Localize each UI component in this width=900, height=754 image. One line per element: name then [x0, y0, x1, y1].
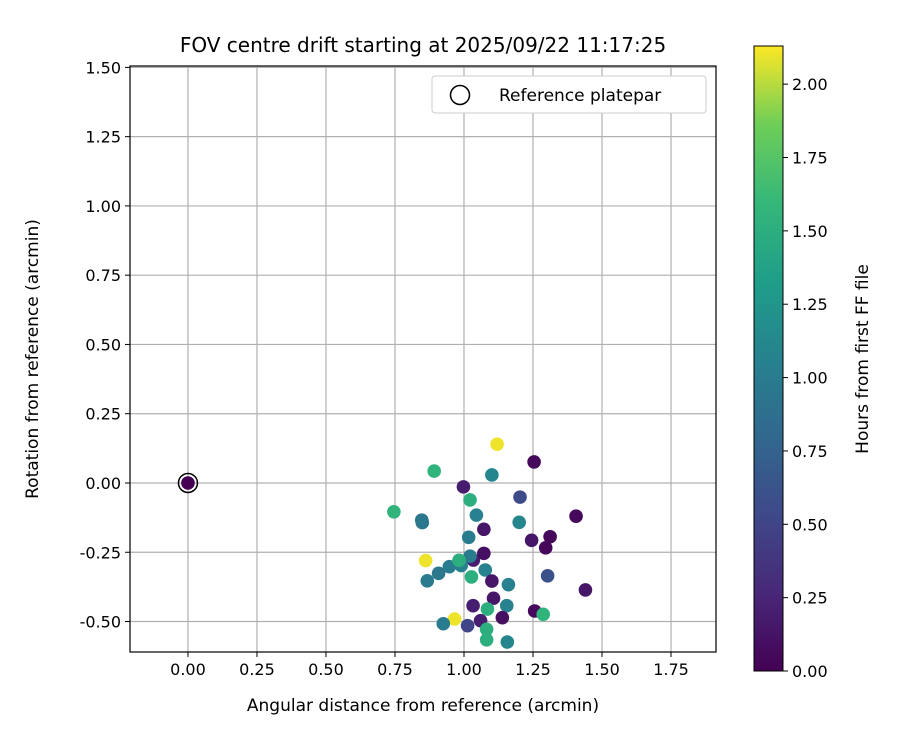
x-tick-label: 0.00: [170, 660, 206, 679]
data-point: [527, 455, 541, 469]
y-tick-label: -0.50: [80, 613, 121, 632]
legend-box: [431, 75, 707, 114]
colorbar-tick-label: 1.25: [792, 295, 828, 314]
y-tick-label: 0.75: [85, 266, 121, 285]
data-point: [479, 622, 494, 637]
x-tick-label: 1.00: [446, 660, 482, 679]
y-tick-label: 0.00: [85, 474, 121, 493]
data-point: [495, 610, 510, 625]
colorbar-ticks: 0.00 0.25 0.50 0.75 1.00 1.25 1.50 1.75 2.00: [783, 75, 828, 681]
data-point: [418, 553, 433, 568]
data-point: [569, 509, 583, 524]
data-point: [415, 515, 430, 530]
data-point: [536, 607, 551, 622]
data-point: [431, 566, 446, 581]
data-point: [485, 468, 499, 482]
y-axis-label: Rotation from reference (arcmin): [23, 219, 43, 499]
reference-platepar-marker: [177, 472, 199, 494]
colorbar-gradient: [753, 45, 784, 672]
data-point: [501, 577, 516, 592]
data-point: [447, 612, 462, 626]
data-point: [477, 522, 491, 537]
colorbar-tick-label: 1.50: [792, 222, 828, 241]
data-point: [442, 559, 457, 574]
data-point: [460, 618, 475, 633]
grid-lines: [130, 66, 716, 652]
data-point: [456, 480, 471, 494]
reference-marker: [177, 472, 199, 494]
colorbar-tick-label: 0.50: [792, 515, 828, 534]
colorbar-tick-label: 0.00: [792, 662, 828, 681]
data-point: [463, 549, 477, 563]
data-point: [540, 569, 555, 583]
y-tick-label: 1.25: [85, 128, 121, 147]
data-point: [524, 533, 539, 548]
legend-label: Reference platepar: [499, 86, 661, 106]
colorbar-tick-label: 0.75: [792, 442, 828, 461]
data-point: [543, 529, 557, 544]
y-tick-label: -0.25: [80, 543, 121, 562]
legend: Reference platepar: [431, 75, 707, 114]
colorbar-tick-label: 2.00: [792, 75, 828, 94]
x-tick-label: 0.50: [308, 660, 344, 679]
data-point: [490, 437, 504, 451]
plot-frame: [129, 65, 717, 653]
data-points: [181, 437, 593, 649]
y-tick-label: 1.00: [85, 197, 121, 216]
data-point: [485, 574, 499, 588]
data-point: [436, 616, 451, 631]
y-tick-label: 1.50: [85, 58, 121, 77]
data-point: [420, 573, 435, 588]
data-point: [478, 563, 493, 577]
legend-reference-marker-icon: [449, 84, 471, 106]
colorbar-tick-label: 0.25: [792, 589, 828, 608]
data-point: [461, 530, 476, 545]
data-point: [466, 598, 480, 613]
data-point: [512, 515, 526, 530]
colorbar-label: Hours from first FF file: [853, 264, 873, 454]
y-axis-ticks: -0.50 -0.25 0.00 0.25 0.50 0.75 1.00 1.25 1.50: [80, 58, 130, 632]
data-point: [463, 493, 477, 507]
x-tick-label: 1.75: [653, 660, 689, 679]
data-point: [387, 505, 401, 519]
x-tick-label: 0.75: [377, 660, 413, 679]
x-tick-label: 1.25: [515, 660, 551, 679]
y-tick-label: 0.25: [85, 405, 121, 424]
data-point: [452, 553, 466, 568]
data-point: [578, 583, 593, 597]
data-point: [538, 541, 553, 555]
data-point: [464, 570, 479, 584]
data-point: [486, 591, 501, 606]
x-tick-label: 0.25: [239, 660, 275, 679]
chart-title: FOV centre drift starting at 2025/09/22 …: [180, 33, 666, 57]
colorbar: 0.00 0.25 0.50 0.75 1.00 1.25 1.50 1.75 2.00 Hou…: [753, 45, 873, 681]
data-point: [477, 546, 491, 561]
data-point: [499, 598, 514, 613]
data-point: [181, 476, 195, 490]
data-point: [469, 508, 484, 522]
data-point: [427, 464, 441, 478]
colorbar-tick-label: 1.00: [792, 369, 828, 388]
y-tick-label: 0.50: [85, 335, 121, 354]
x-axis-ticks: 0.00 0.25 0.50 0.75 1.00 1.25 1.50 1.75: [170, 652, 689, 679]
data-point: [513, 490, 527, 504]
data-point: [479, 633, 494, 647]
x-axis-label: Angular distance from reference (arcmin): [247, 696, 599, 716]
data-point: [480, 602, 495, 616]
x-tick-label: 1.50: [584, 660, 620, 679]
data-point: [500, 635, 515, 649]
colorbar-tick-label: 1.75: [792, 149, 828, 168]
